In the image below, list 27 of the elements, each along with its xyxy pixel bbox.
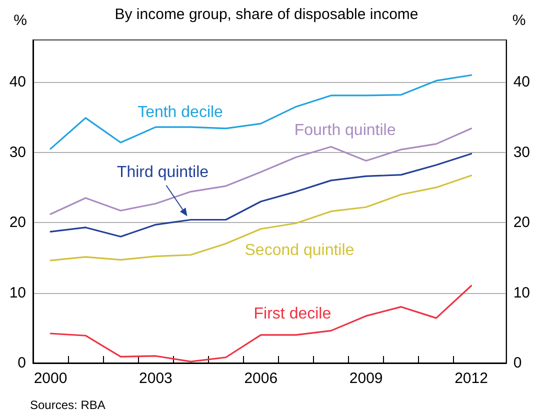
y2-tick-label: 40 <box>513 74 530 91</box>
y2-tick-label: 0 <box>513 354 522 372</box>
source-note: Sources: RBA <box>30 398 106 412</box>
y-tick-label: 0 <box>18 354 26 372</box>
y-tick-label: 20 <box>9 214 26 232</box>
x-tick-label: 2012 <box>454 370 488 387</box>
y-tick-label: 10 <box>9 284 26 302</box>
y-tick-label: 40 <box>9 74 26 91</box>
text: Third quintile <box>116 164 209 182</box>
y-axis-title: % <box>14 12 27 29</box>
x-tick-label: 2006 <box>244 370 278 387</box>
x-tick-label: 2003 <box>139 370 172 387</box>
x-tick-label: 2000 <box>34 370 68 387</box>
x-tick-label: 2009 <box>349 370 383 387</box>
line-series <box>50 152 472 238</box>
y2-axis-title: % <box>512 12 526 29</box>
y2-tick-label: 10 <box>513 284 530 302</box>
y2-tick-label: 20 <box>513 214 530 232</box>
series-label: Fourth quintile <box>294 122 396 140</box>
line-series <box>50 284 472 362</box>
line-series <box>50 74 472 150</box>
chart-title: By income group, share of disposable income <box>114 6 418 23</box>
series-label: Second quintile <box>244 242 354 260</box>
series-label: First decile <box>254 305 332 322</box>
y-tick-label: 30 <box>9 144 26 161</box>
series-label: Tenth decile <box>138 104 224 121</box>
y2-tick-label: 30 <box>513 144 530 161</box>
